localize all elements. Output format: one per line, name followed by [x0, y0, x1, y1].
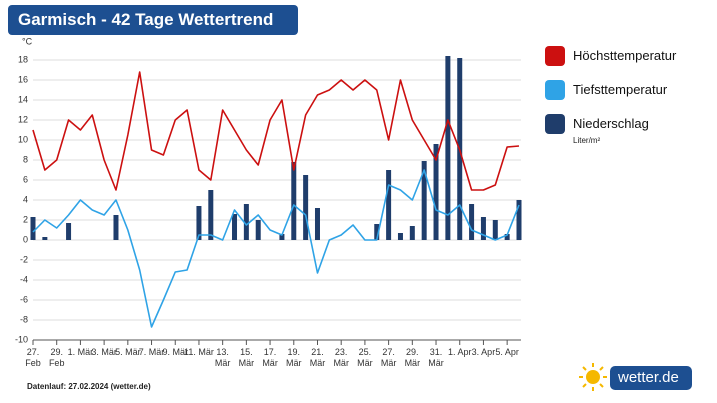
- x-tick-label: 17. Mär: [262, 347, 278, 368]
- legend-label: Tiefsttemperatur: [573, 82, 668, 97]
- footer: Datenlauf: 27.02.2024 (wetter.de): [27, 382, 151, 391]
- precip-bar: [303, 175, 309, 240]
- x-tick-label: 23. Mär: [333, 347, 349, 368]
- precip-bar: [433, 144, 439, 240]
- x-tick-label: 5. Mär: [115, 347, 141, 357]
- chart-title: Garmisch - 42 Tage Wettertrend: [18, 10, 274, 29]
- y-tick-label: 18: [18, 54, 28, 64]
- temp-line: [32, 71, 520, 191]
- legend-swatch: [545, 80, 565, 100]
- precip-bar: [66, 223, 72, 240]
- y-tick-label: -2: [20, 254, 28, 264]
- x-tick-label: 27. Feb: [25, 347, 41, 368]
- y-tick-label: 16: [18, 74, 28, 84]
- y-tick-label: -4: [20, 274, 28, 284]
- precip-bar: [480, 217, 486, 240]
- y-tick-label: 8: [23, 154, 28, 164]
- y-tick-label: 14: [18, 94, 28, 104]
- y-tick-label: 0: [23, 234, 28, 244]
- precip-bar: [421, 161, 427, 240]
- precip-bar: [30, 217, 36, 240]
- precip-bar: [314, 208, 320, 240]
- precip-bar: [255, 220, 261, 240]
- y-axis-label: °C: [22, 36, 33, 46]
- precip-bar: [232, 214, 238, 240]
- precip-bar: [279, 234, 285, 240]
- legend-label: Niederschlag: [573, 116, 649, 131]
- x-tick-label: 29. Mär: [404, 347, 421, 368]
- x-tick-label: 3. Mär: [91, 347, 117, 357]
- precip-bar: [208, 190, 214, 240]
- brand-logo: [610, 366, 692, 390]
- temp-line: [32, 169, 520, 328]
- legend-unit: Liter/m²: [573, 136, 601, 145]
- y-tick-label: 12: [18, 114, 28, 124]
- y-tick-label: 2: [23, 214, 28, 224]
- x-tick-label: 19. Mär: [286, 347, 302, 368]
- x-tick-label: 5. Apr: [495, 347, 519, 357]
- y-tick-label: 4: [23, 194, 28, 204]
- legend-swatch: [545, 114, 565, 134]
- sun-icon: [579, 363, 607, 391]
- brand-text: wetter.de: [618, 369, 679, 386]
- precip-bar: [409, 226, 415, 240]
- precip-bar: [504, 234, 510, 240]
- x-tick-label: 1. Apr: [447, 347, 472, 357]
- x-tick-label: 3. Apr: [471, 347, 496, 357]
- precip-bar: [492, 220, 498, 240]
- x-tick-label: 15. Mär: [238, 347, 255, 368]
- x-tick-label: 13. Mär: [214, 347, 231, 368]
- y-tick-label: -10: [15, 334, 28, 344]
- x-tick-label: 29. Feb: [48, 347, 65, 368]
- precip-bar: [113, 215, 119, 240]
- y-tick-label: -8: [20, 314, 28, 324]
- x-tick-label: 11. Mär: [184, 347, 214, 357]
- x-tick-label: 31. Mär: [428, 347, 444, 368]
- x-tick-label: 1. Mär: [67, 347, 94, 357]
- x-tick-label: 21. Mär: [309, 347, 326, 368]
- precip-bar: [516, 200, 522, 240]
- title-box: [8, 5, 298, 35]
- precip-bar: [445, 56, 451, 240]
- y-tick-label: 10: [18, 134, 28, 144]
- legend-swatch: [545, 46, 565, 66]
- x-tick-label: 9. Mär: [162, 347, 188, 357]
- y-tick-label: -6: [20, 294, 28, 304]
- precip-bar: [386, 170, 392, 240]
- x-tick-label: 7. Mär: [138, 347, 165, 357]
- precip-bar: [196, 206, 202, 240]
- precip-bar: [42, 237, 48, 240]
- legend-label: Höchsttemperatur: [573, 48, 677, 63]
- precip-bar: [469, 204, 475, 240]
- precip-bar: [291, 162, 297, 240]
- precip-bar: [397, 233, 403, 240]
- x-tick-label: 25. Mär: [357, 347, 373, 368]
- y-tick-label: 6: [23, 174, 28, 184]
- precip-bar: [243, 204, 249, 240]
- precip-bar: [374, 224, 380, 240]
- x-tick-label: 27. Mär: [380, 347, 397, 368]
